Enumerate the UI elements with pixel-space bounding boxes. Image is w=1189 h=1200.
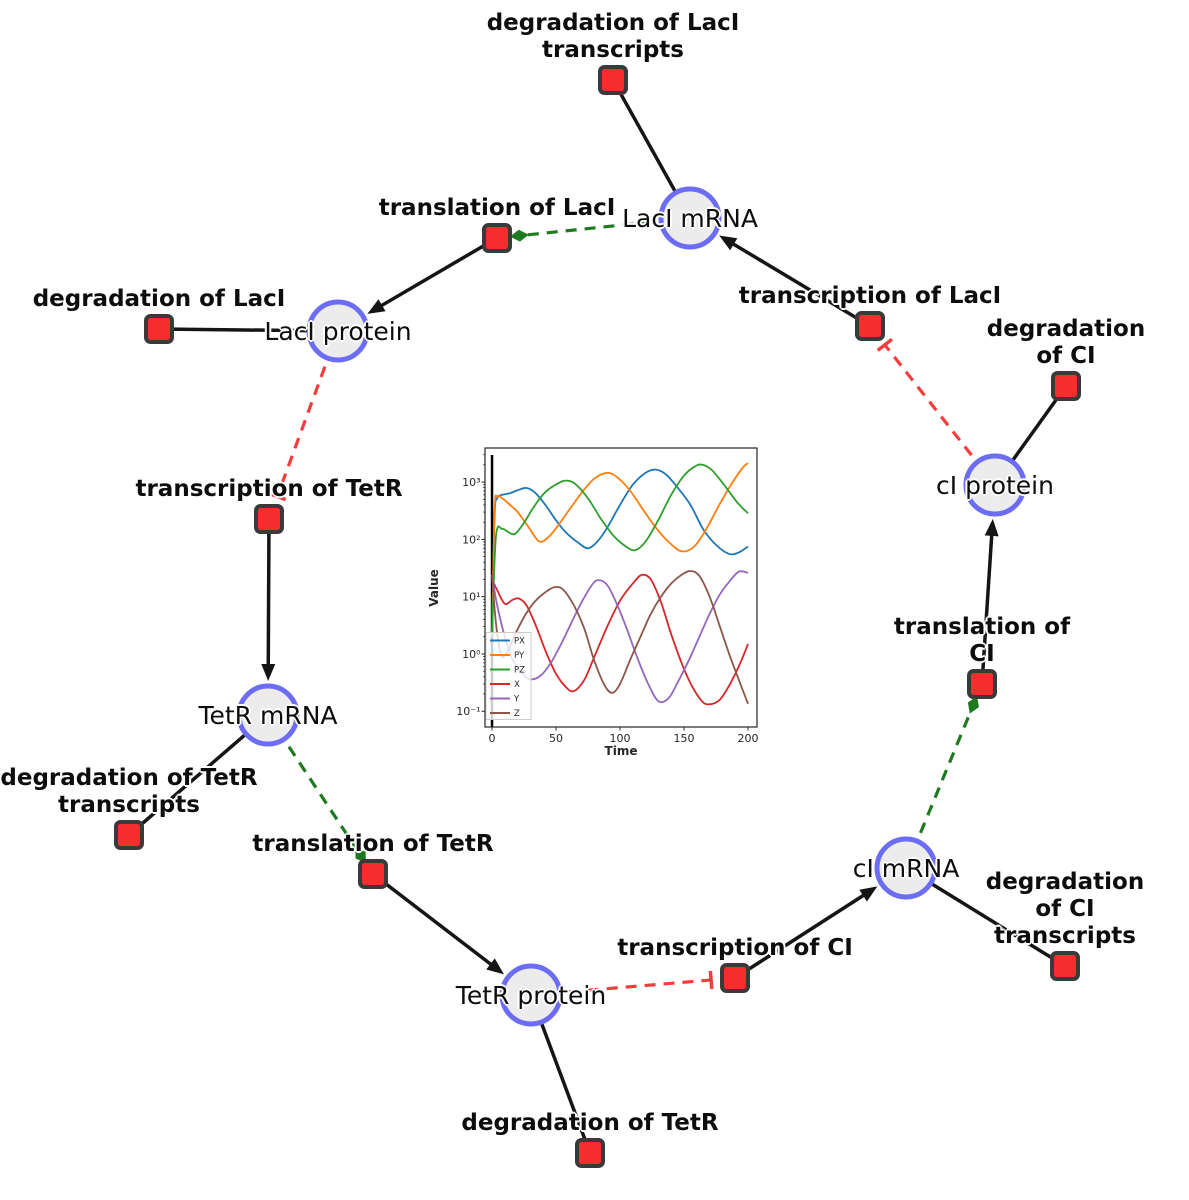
reaction-label-deg-tetr: degradation of TetR [461,1110,719,1136]
x-tick-label: 100 [610,732,631,745]
reaction-label-transcription-laci: transcription of LacI [738,283,1002,309]
reaction-label-transcription-ci: transcription of CI [617,935,853,961]
reaction-node-translation-tetr [358,859,388,889]
arrowhead-icon [984,518,999,537]
reaction-node-transcription-tetr [254,504,284,534]
legend-entry-py: PY [514,651,525,661]
y-tick-label: 10³ [462,476,480,489]
reaction-label-deg-ci-transcripts: degradation of CI transcripts [985,869,1145,949]
reaction-label-translation-tetr: translation of TetR [252,831,494,857]
species-label-tetr-mrna: TetR mRNA [198,701,338,730]
simulation-plot: 0 50 100 150 20010⁻¹10⁰10¹10²10³TimeValuePXP… [427,447,759,758]
reaction-label-transcription-tetr: transcription of TetR [135,476,403,502]
x-tick-label: 0 [489,732,496,745]
series-line-z [491,570,749,705]
edge-transcription-tetr-to-tetr-mrna [261,518,276,682]
arrowhead-icon [367,299,386,314]
series-line-py [491,462,749,637]
legend-entry-x: X [514,680,520,690]
axes-ticks: 0 50 100 150 200 10⁻¹ 10⁰ 10¹ 10² 10³ [456,454,759,745]
inhibition-tbar-icon [708,970,714,990]
reaction-node-deg-laci-transcripts [598,65,628,95]
series-line-pz [491,463,749,637]
x-tick-label: 150 [674,732,695,745]
reaction-node-translation-ci [967,669,997,699]
series-line-x [491,573,749,706]
reaction-label-deg-tetr-transcripts: degradation of TetR transcripts [0,765,258,818]
edge-translation-laci-to-laci-protein [367,236,498,314]
arrowhead-icon [486,958,505,975]
legend: PX PY PZ XYZ [485,632,532,720]
species-label-ci-mrna: cI mRNA [852,854,960,883]
reaction-node-deg-ci [1051,371,1081,401]
x-axis-label: Time [605,744,638,758]
inhibition-tbar-icon [876,337,893,352]
reaction-label-deg-ci: degradation of CI [986,316,1146,369]
inhibition-tbar-icon [268,491,287,502]
reaction-node-transcription-ci [720,963,750,993]
diamond-arrowhead-icon [967,696,979,714]
arrowhead-icon [859,886,878,902]
y-tick-label: 10⁻¹ [456,705,480,718]
series-line-px [491,468,749,637]
reaction-label-translation-laci: translation of LacI [378,195,616,221]
edge-translation-tetr-to-tetr-protein [371,872,505,975]
reaction-node-deg-ci-transcripts [1050,951,1080,981]
arrowhead-icon [719,235,738,251]
x-tick-label: 200 [738,732,759,745]
species-node-tetr-mrna [236,683,300,747]
edge-transcription-ci-to-ci-mrna [734,886,878,980]
legend-entry-px: PX [514,637,525,647]
y-tick-label: 10² [462,533,480,546]
arrowhead-icon [261,663,276,682]
y-tick-label: 10¹ [462,591,480,604]
species-node-laci-mrna [658,186,722,250]
species-node-ci-mrna [874,836,938,900]
x-tick-label: 50 [549,732,563,745]
edge-tetr-protein-to-transcription-ci [530,970,714,997]
edge-transcription-laci-to-laci-mrna [719,235,871,328]
species-label-laci-mrna: LacI mRNA [622,204,758,233]
species-label-tetr-protein: TetR protein [455,981,607,1010]
legend-entry-pz: PZ [514,666,525,676]
y-tick-label: 10⁰ [462,648,481,661]
diamond-arrowhead-icon [509,229,529,242]
y-axis-label: Value [427,569,441,607]
reaction-label-translation-ci: translation of CI [893,614,1071,667]
reaction-node-deg-laci [144,314,174,344]
legend-entry-y: Y [513,695,520,705]
reaction-node-translation-laci [482,223,512,253]
nodes-layer [114,65,1081,1168]
reaction-node-transcription-laci [855,311,885,341]
species-node-ci-protein [963,453,1027,517]
reaction-label-deg-laci-transcripts: degradation of LacI transcripts [486,10,740,63]
species-label-laci-protein: LacI protein [264,317,412,346]
reaction-node-deg-tetr [575,1138,605,1168]
reaction-node-deg-tetr-transcripts [114,820,144,850]
species-label-ci-protein: cI protein [936,471,1054,500]
edge-translation-ci-to-ci-protein [980,518,999,685]
species-node-tetr-protein [499,963,563,1027]
species-node-laci-protein [306,299,370,363]
legend-entry-z: Z [514,709,520,719]
axes-frame [484,447,758,728]
reaction-label-deg-laci: degradation of LacI [32,286,286,312]
